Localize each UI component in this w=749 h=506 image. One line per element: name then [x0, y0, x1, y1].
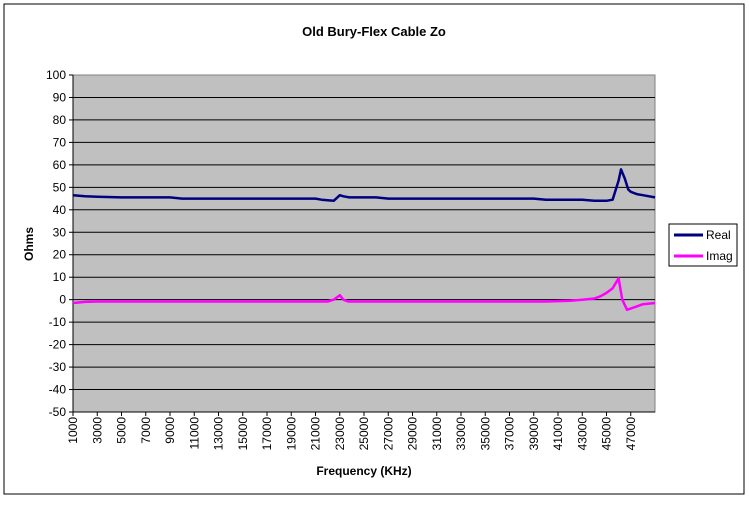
- x-tick-label: 37000: [503, 417, 517, 451]
- x-tick-label: 1000: [66, 417, 80, 444]
- x-tick-label: 39000: [527, 417, 541, 451]
- y-tick-label: 10: [53, 270, 67, 284]
- x-tick-label: 27000: [381, 417, 395, 451]
- x-tick-label: 35000: [478, 417, 492, 451]
- x-tick-label: 9000: [163, 417, 177, 444]
- x-tick-label: 29000: [406, 417, 420, 451]
- y-tick-label: 20: [53, 248, 67, 262]
- x-tick-label: 45000: [600, 417, 614, 451]
- y-axis-ticks: -50 -40 -30 -20 -10 0 10 20 30 40 50 60 70 80 90 100: [46, 68, 74, 419]
- x-tick-label: 23000: [333, 417, 347, 451]
- x-tick-label: 19000: [284, 417, 298, 451]
- y-tick-label: 100: [46, 68, 66, 82]
- gridlines: [73, 96, 655, 391]
- x-tick-label: 17000: [260, 417, 274, 451]
- x-tick-label: 41000: [551, 417, 565, 451]
- x-axis-title: Frequency (KHz): [316, 464, 411, 478]
- y-tick-label: -20: [49, 338, 67, 352]
- series-line-imag: [72, 277, 656, 312]
- x-tick-label: 43000: [575, 417, 589, 451]
- y-tick-label: 90: [53, 90, 67, 104]
- y-tick-label: 30: [53, 225, 67, 239]
- x-axis-ticks: 1000 3000 5000 7000 9000 11000 13000 15000 17000…: [66, 411, 655, 451]
- y-tick-label: -10: [49, 315, 67, 329]
- series-layer: [72, 168, 656, 312]
- x-tick-label: 5000: [115, 417, 129, 444]
- x-tick-label: 13000: [212, 417, 226, 451]
- x-tick-label: 21000: [309, 417, 323, 451]
- x-tick-label: 11000: [187, 417, 201, 450]
- x-tick-label: 25000: [357, 417, 371, 451]
- legend-box: [668, 223, 738, 267]
- y-tick-label: -30: [49, 360, 67, 374]
- x-tick-label: 33000: [454, 417, 468, 451]
- x-tick-label: 7000: [139, 417, 153, 444]
- y-tick-label: 70: [53, 135, 67, 149]
- chart-title: Old Bury-Flex Cable Zo: [302, 24, 446, 39]
- x-tick-label: 15000: [236, 417, 250, 451]
- legend-label-imag: Imag: [706, 249, 733, 263]
- y-tick-label: 50: [53, 180, 67, 194]
- series-line-real: [72, 168, 656, 203]
- y-tick-label: -50: [49, 405, 67, 419]
- x-tick-label: 47000: [624, 417, 638, 451]
- y-tick-label: 60: [53, 158, 67, 172]
- y-tick-label: 80: [53, 113, 67, 127]
- legend-label-real: Real: [706, 228, 731, 242]
- y-tick-label: -40: [49, 383, 67, 397]
- plot-area: [72, 74, 656, 413]
- y-tick-label: 40: [53, 203, 67, 217]
- x-tick-label: 3000: [90, 417, 104, 444]
- y-axis-title: Ohms: [22, 227, 36, 261]
- x-tick-label: 31000: [430, 417, 444, 451]
- y-tick-label: 0: [59, 293, 66, 307]
- legend: Real Imag: [668, 223, 738, 267]
